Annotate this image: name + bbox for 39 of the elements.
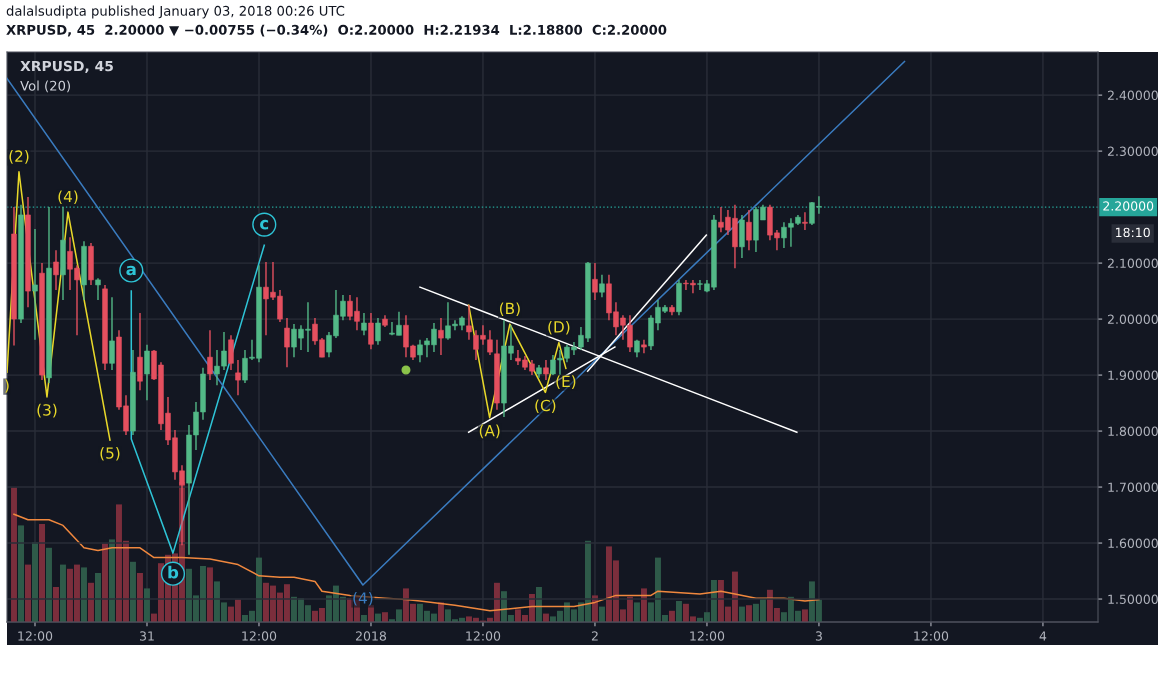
annotation: (C) <box>535 399 556 413</box>
annotation: (B) <box>499 302 520 317</box>
annotation: (2) <box>9 150 29 164</box>
text: XRPUSD, 45 <box>20 60 113 74</box>
y-tick-label: 2.00000 <box>1107 314 1158 325</box>
annotation: (E) <box>556 375 576 389</box>
text: dalalsudipta published January 03, 2018 00:26 UTC <box>6 5 345 19</box>
x-tick-label: 12:00 <box>466 631 501 641</box>
annotation: ) <box>5 379 9 393</box>
annotation: c <box>260 219 269 230</box>
x-tick-label: 2018 <box>355 631 387 641</box>
x-tick-label: 12:00 <box>690 631 725 641</box>
x-tick-label: 12:00 <box>242 631 277 641</box>
y-tick-label: 2.10000 <box>1107 258 1158 269</box>
y-tick-label: 1.90000 <box>1108 370 1158 380</box>
text: Vol (20) <box>20 80 70 93</box>
y-tick-label: 1.60000 <box>1108 538 1158 548</box>
x-tick-label: 4 <box>1039 631 1047 641</box>
annotation: (D) <box>548 320 570 335</box>
text: XRPUSD, 45 2.20000 ▼ −0.00755 (−0.34%) O:2.20000 H:2.21934 L:2.18800 C:2.20000 <box>6 24 667 37</box>
text: 18:10 <box>1116 227 1150 238</box>
x-tick-label: 31 <box>139 631 154 641</box>
x-tick-label: 3 <box>815 631 822 641</box>
annotation: b <box>168 565 179 579</box>
y-tick-label: 2.30000 <box>1107 146 1158 157</box>
annotation: (4) <box>58 190 78 205</box>
annotation: (4) <box>353 592 373 606</box>
annotation: (5) <box>100 446 120 461</box>
annotation: a <box>126 265 136 276</box>
x-tick-label: 12:00 <box>18 631 53 641</box>
annotation: (3) <box>37 403 57 418</box>
y-tick-label: 1.80000 <box>1108 426 1158 436</box>
x-tick-label: 2 <box>591 631 598 641</box>
ref-line-label: 2.20000 <box>1103 201 1154 211</box>
x-tick-label: 12:00 <box>914 631 949 641</box>
annotation: (A) <box>479 424 500 439</box>
y-tick-label: 1.50000 <box>1108 594 1158 604</box>
y-tick-label: 2.40000 <box>1107 90 1158 101</box>
y-tick-label: 1.70000 <box>1108 482 1158 492</box>
